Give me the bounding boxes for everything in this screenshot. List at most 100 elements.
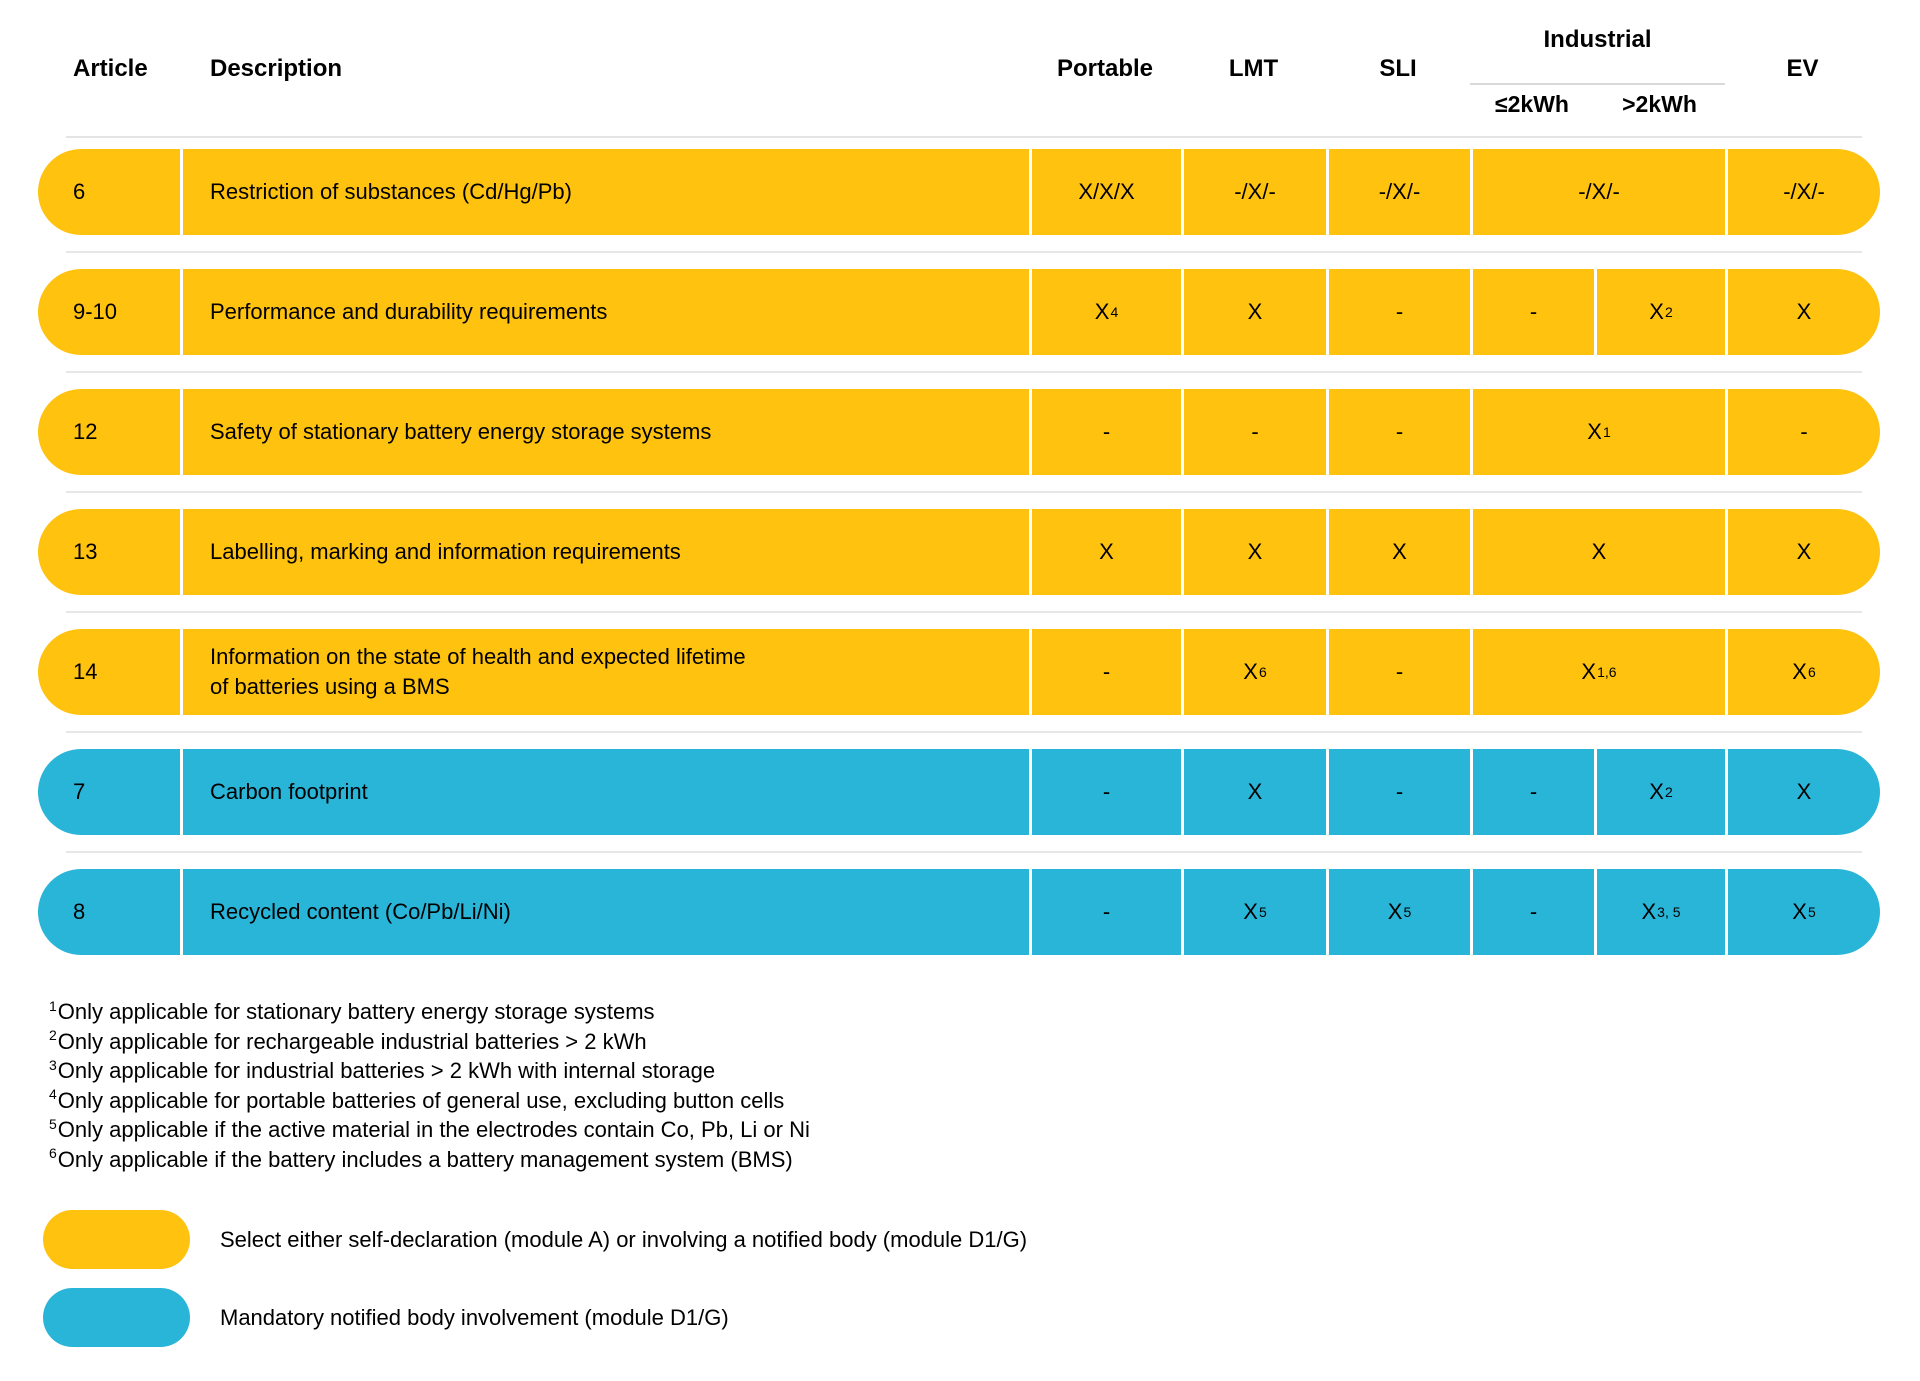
legend-swatch-blue	[43, 1288, 190, 1347]
article-cell: 7	[38, 749, 180, 835]
table-row: 7 Carbon footprint - X - - X 2 X	[38, 749, 1880, 835]
col-header-industrial-le2kwh: ≤2kWh	[1495, 91, 1569, 117]
col-header-portable: Portable	[1056, 55, 1154, 82]
portable-cell: X/X/X	[1029, 149, 1181, 235]
table-rows: 6 Restriction of substances (Cd/Hg/Pb) X/X…	[38, 149, 1880, 955]
industrial-underline	[1470, 83, 1725, 85]
footnote-line: 3Only applicable for industrial batterie…	[49, 1056, 716, 1083]
col-header-ev: EV	[1786, 55, 1819, 82]
sli-cell: -	[1326, 269, 1470, 355]
footnote-line: 1Only applicable for stationary battery …	[49, 997, 655, 1024]
row-separator	[38, 595, 1880, 629]
industrial-subheader-row: ≤2kWh >2kWh	[38, 91, 1880, 117]
portable-cell: -	[1029, 869, 1181, 955]
table-row: 6 Restriction of substances (Cd/Hg/Pb) X/X…	[38, 149, 1880, 235]
col-header-sli: SLI	[1379, 55, 1417, 82]
footnote-line: 5Only applicable if the active material …	[49, 1115, 810, 1142]
row-separator-line	[66, 731, 1862, 733]
industrial-cell: X	[1470, 509, 1725, 595]
industrial-gt2kwh-cell: X 3, 5	[1594, 869, 1725, 955]
description-cell: Labelling, marking and information requi…	[180, 509, 1029, 595]
industrial-le2kwh-cell: -	[1470, 269, 1594, 355]
sli-cell: -	[1326, 389, 1470, 475]
lmt-cell: -/X/-	[1181, 149, 1326, 235]
table-row: 13 Labelling, marking and information req…	[38, 509, 1880, 595]
description-cell: Carbon footprint	[180, 749, 1029, 835]
table-row: 12 Safety of stationary battery energy st…	[38, 389, 1880, 475]
table-row: 14 Information on the state of health and…	[38, 629, 1880, 715]
sli-cell: -	[1326, 749, 1470, 835]
footnote-line: 4Only applicable for portable batteries …	[49, 1086, 785, 1113]
description-cell: Information on the state of health and e…	[180, 629, 1029, 715]
footnotes: 1Only applicable for stationary battery …	[49, 997, 810, 1174]
row-separator	[38, 235, 1880, 269]
portable-cell: -	[1029, 629, 1181, 715]
industrial-le2kwh-cell: -	[1470, 869, 1594, 955]
footnote-line: 6Only applicable if the battery includes…	[49, 1145, 793, 1172]
lmt-cell: -	[1181, 389, 1326, 475]
industrial-le2kwh-cell: -	[1470, 749, 1594, 835]
ev-cell: -/X/-	[1725, 149, 1880, 235]
row-separator-line	[66, 251, 1862, 253]
industrial-underline-row	[38, 83, 1880, 85]
lmt-cell: X	[1181, 269, 1326, 355]
article-cell: 8	[38, 869, 180, 955]
description-cell: Restriction of substances (Cd/Hg/Pb)	[180, 149, 1029, 235]
table-row: 9-10 Performance and durability requireme…	[38, 269, 1880, 355]
ev-cell: X	[1725, 269, 1880, 355]
ev-cell: X	[1725, 509, 1880, 595]
ev-cell: X	[1725, 749, 1880, 835]
legend-swatch-yellow	[43, 1210, 190, 1269]
article-cell: 14	[38, 629, 180, 715]
col-header-lmt: LMT	[1228, 55, 1279, 82]
row-separator-line	[66, 371, 1862, 373]
table-row: 8 Recycled content (Co/Pb/Li/Ni) - X 5 X 5- X 3,…	[38, 869, 1880, 955]
col-header-article: Article	[73, 55, 148, 82]
row-separator	[38, 715, 1880, 749]
article-cell: 6	[38, 149, 180, 235]
footnote-line: 2Only applicable for rechargeable indust…	[49, 1027, 647, 1054]
col-header-description: Description	[210, 55, 343, 82]
sli-cell: X	[1326, 509, 1470, 595]
row-separator	[38, 475, 1880, 509]
row-separator-line	[66, 611, 1862, 613]
portable-cell: X	[1029, 509, 1181, 595]
row-separator	[38, 835, 1880, 869]
description-cell: Safety of stationary battery energy stor…	[180, 389, 1029, 475]
article-cell: 9-10	[38, 269, 180, 355]
portable-cell: -	[1029, 389, 1181, 475]
col-header-industrial: Industrial	[1543, 26, 1652, 53]
header-separator-line	[66, 136, 1862, 138]
sli-cell: -/X/-	[1326, 149, 1470, 235]
row-separator-line	[66, 851, 1862, 853]
description-cell: Performance and durability requirements	[180, 269, 1029, 355]
article-cell: 13	[38, 509, 180, 595]
ev-cell: -	[1725, 389, 1880, 475]
legend-label-blue: Mandatory notified body involvement (mod…	[220, 1304, 729, 1330]
col-header-industrial-gt2kwh: >2kWh	[1622, 91, 1697, 117]
description-cell: Recycled content (Co/Pb/Li/Ni)	[180, 869, 1029, 955]
legend: Select either self-declaration (module A…	[43, 1210, 1027, 1366]
lmt-cell: X	[1181, 509, 1326, 595]
legend-item-blue: Mandatory notified body involvement (mod…	[43, 1288, 1027, 1347]
legend-label-yellow: Select either self-declaration (module A…	[220, 1226, 1028, 1252]
sli-cell: -	[1326, 629, 1470, 715]
portable-cell: -	[1029, 749, 1181, 835]
table-header-row: Article Description Portable LMT SLI EV	[38, 56, 1880, 82]
legend-item-yellow: Select either self-declaration (module A…	[43, 1210, 1027, 1269]
industrial-cell: X 1,6	[1470, 629, 1725, 715]
row-separator	[38, 355, 1880, 389]
row-separator-line	[66, 491, 1862, 493]
lmt-cell: X	[1181, 749, 1326, 835]
industrial-cell: -/X/-	[1470, 149, 1725, 235]
